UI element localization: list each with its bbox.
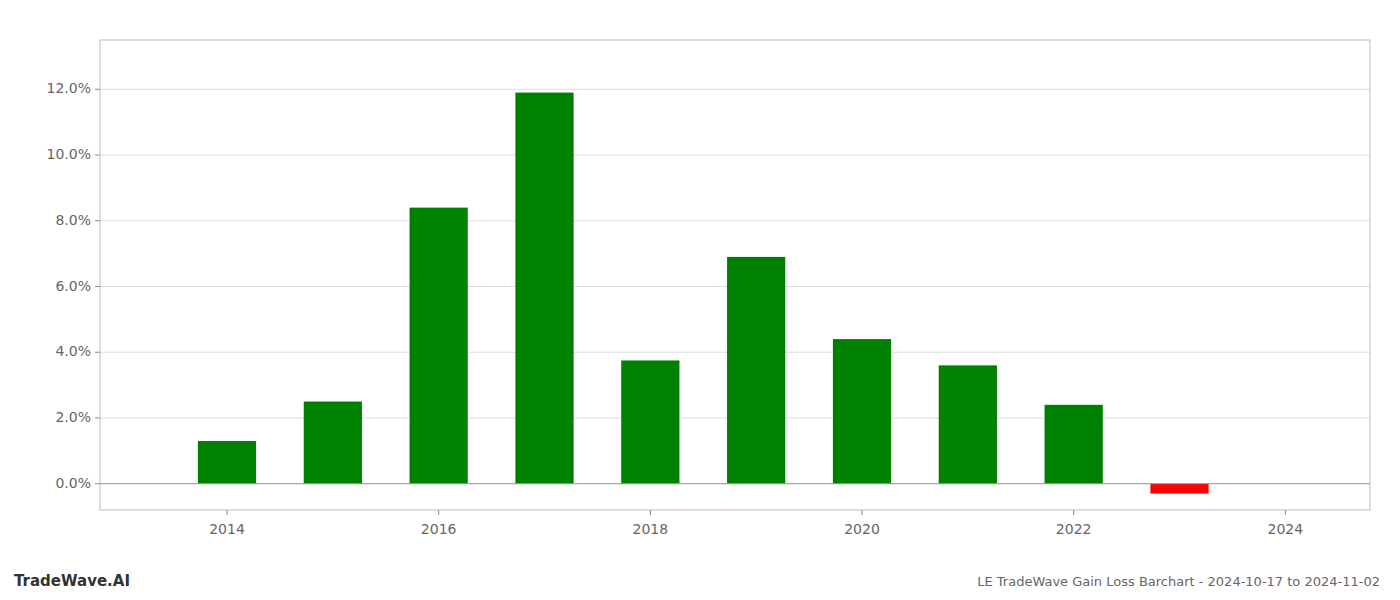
y-tick: [95, 89, 100, 90]
y-tick: [95, 483, 100, 484]
y-tick-label: 6.0%: [55, 278, 91, 294]
y-tick-label: 8.0%: [55, 212, 91, 228]
bar: [1045, 405, 1103, 484]
x-tick-label: 2020: [844, 521, 880, 537]
x-tick: [1285, 510, 1286, 515]
x-tick: [650, 510, 651, 515]
x-tick-label: 2018: [633, 521, 669, 537]
bar: [410, 208, 468, 484]
bar: [621, 360, 679, 483]
x-tick-label: 2024: [1268, 521, 1304, 537]
y-tick-label: 12.0%: [47, 80, 91, 96]
bar: [1150, 484, 1208, 494]
y-tick-label: 4.0%: [55, 343, 91, 359]
bar: [304, 402, 362, 484]
x-tick-label: 2014: [209, 521, 245, 537]
x-tick: [227, 510, 228, 515]
plot-frame: [100, 40, 1370, 510]
bar: [515, 93, 573, 484]
y-tick: [95, 155, 100, 156]
chart-svg: 0.0%2.0%4.0%6.0%8.0%10.0%12.0%2014201620…: [0, 0, 1400, 600]
y-tick-label: 2.0%: [55, 409, 91, 425]
chart-container: 0.0%2.0%4.0%6.0%8.0%10.0%12.0%2014201620…: [0, 0, 1400, 600]
x-tick-label: 2016: [421, 521, 457, 537]
bars: [198, 93, 1209, 494]
y-tick-label: 10.0%: [47, 146, 91, 162]
x-tick: [1073, 510, 1074, 515]
y-tick: [95, 352, 100, 353]
x-tick: [862, 510, 863, 515]
zero-line: [100, 483, 1370, 484]
x-axis: 2014 2016 2018 2020 2022 2024: [209, 510, 1303, 537]
grid-line: [100, 155, 1370, 156]
bar: [198, 441, 256, 484]
bar: [833, 339, 891, 484]
y-tick-label: 0.0%: [55, 475, 91, 491]
chart-title: LE TradeWave Gain Loss Barchart - 2024-1…: [977, 574, 1380, 589]
y-tick: [95, 417, 100, 418]
grid-line: [100, 89, 1370, 90]
bar: [939, 365, 997, 483]
x-tick-label: 2022: [1056, 521, 1092, 537]
y-axis: 0.0% 2.0% 4.0% 6.0% 8.0% 10.0% 12.0%: [47, 80, 100, 490]
x-tick: [438, 510, 439, 515]
y-tick: [95, 220, 100, 221]
y-tick: [95, 286, 100, 287]
bar: [727, 257, 785, 484]
watermark: TradeWave.AI: [14, 572, 130, 590]
grid-line: [100, 220, 1370, 221]
grid-line: [100, 483, 1370, 484]
y-grid: [100, 89, 1370, 483]
